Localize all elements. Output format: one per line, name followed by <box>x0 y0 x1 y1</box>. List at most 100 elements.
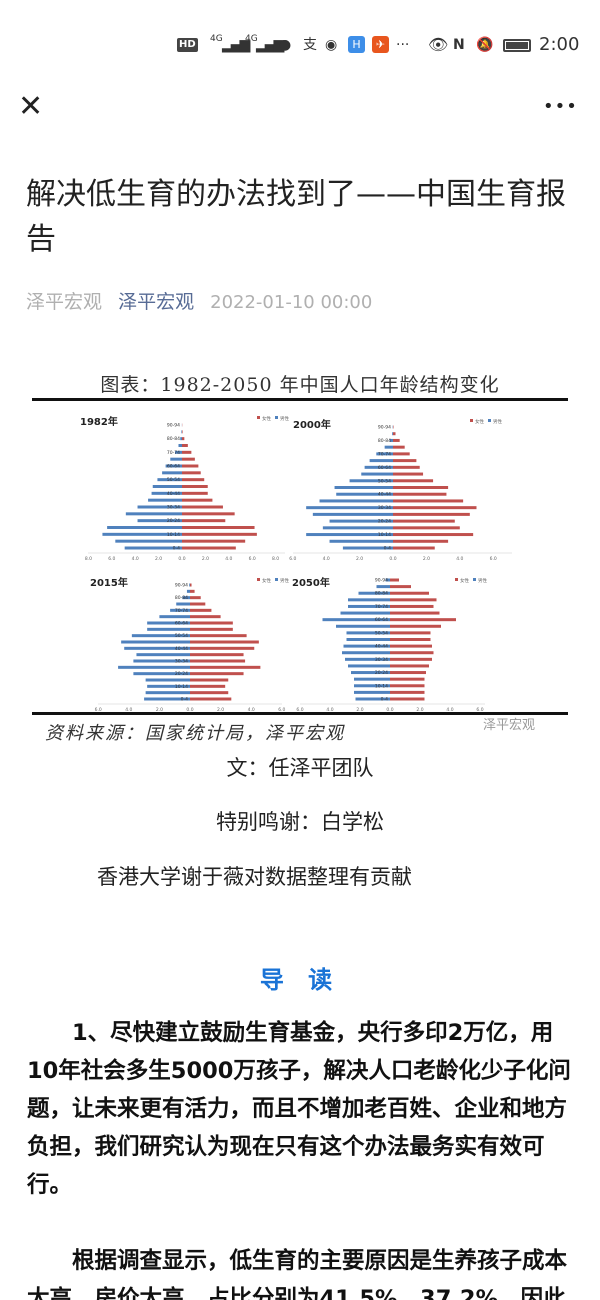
bar-male-35-39 <box>148 498 182 502</box>
bar-male-70-74 <box>170 608 190 612</box>
bar-female-65-69 <box>390 611 440 615</box>
more-notifications-icon: ··· <box>396 37 410 53</box>
close-icon[interactable]: ✕ <box>18 89 44 124</box>
bar-male-80-84 <box>180 437 182 441</box>
bar-female-45-49 <box>190 640 259 644</box>
status-bar: HD 4G ▂▄▆ 4G ▂▄▆ ● 支 ◉ H ✈ ··· 👁 N 🔕 2:0… <box>0 30 600 60</box>
bar-female-0-4 <box>190 697 232 701</box>
bar-female-5-9 <box>190 691 229 695</box>
bar-male-70-74 <box>348 604 390 608</box>
chart-title: 1982年 <box>80 415 118 428</box>
age-label: 50-54 <box>167 477 180 483</box>
legend-male-swatch <box>473 578 476 581</box>
legend-male: 男性 <box>493 418 502 425</box>
bar-male-65-69 <box>170 457 182 461</box>
signal-1-icon: 4G <box>210 34 223 44</box>
legend-female: 女性 <box>262 577 271 584</box>
bar-female-80-84 <box>390 591 429 595</box>
age-label: 60-64 <box>167 464 180 470</box>
bar-female-35-39 <box>182 498 213 502</box>
x-tick-label: 2.0 <box>356 556 363 562</box>
age-label: 90-94 <box>175 583 188 589</box>
author: 泽平宏观 <box>26 291 103 313</box>
figure-source: 资料来源：国家统计局，泽平宏观 <box>45 723 345 744</box>
bar-male-70-74 <box>174 450 182 454</box>
figure-caption: 图表：1982-2050 年中国人口年龄结构变化 <box>100 374 500 396</box>
bar-female-20-24 <box>393 519 455 523</box>
bar-female-55-59 <box>390 624 441 628</box>
bar-female-10-14 <box>390 684 425 688</box>
age-label: 60-64 <box>378 465 391 471</box>
legend-female-swatch <box>455 578 458 581</box>
bar-female-60-64 <box>390 618 456 622</box>
x-tick-label: 2.0 <box>156 707 163 713</box>
bar-female-90-94 <box>393 425 394 429</box>
bar-female-55-59 <box>393 472 424 476</box>
bar-male-75-79 <box>348 598 390 602</box>
bar-female-35-39 <box>390 651 434 655</box>
bar-male-50-54 <box>157 478 182 482</box>
bar-male-25-29 <box>118 665 190 669</box>
bar-male-40-44 <box>336 492 393 496</box>
bar-female-10-14 <box>182 532 257 536</box>
figure-watermark: 泽平宏观 <box>483 718 536 733</box>
bar-female-40-44 <box>390 644 432 648</box>
paragraph-1: 1、尽快建立鼓励生育基金，央行多印2万亿，用10年社会多生5000万孩子，解决人… <box>27 1020 571 1198</box>
browser-icon: ◉ <box>325 37 338 53</box>
age-label: 10-14 <box>175 684 188 690</box>
article-title: 解决低生育的办法找到了——中国生育报告 <box>26 177 566 257</box>
bar-male-70-74 <box>376 452 393 456</box>
age-label: 30-34 <box>378 505 391 511</box>
age-label: 40-44 <box>167 491 180 497</box>
bar-female-80-84 <box>393 438 400 442</box>
bar-male-60-64 <box>165 464 182 468</box>
age-label: 0-4 <box>384 546 391 552</box>
bar-male-25-29 <box>125 512 182 516</box>
bar-male-10-14 <box>147 684 190 688</box>
age-label: 80-84 <box>167 436 180 442</box>
bar-male-35-39 <box>136 653 190 657</box>
bar-male-80-84 <box>182 596 190 600</box>
x-tick-label: 6.0 <box>278 707 285 713</box>
bar-male-85-89 <box>181 430 182 434</box>
bar-male-0-4 <box>342 546 393 550</box>
legend-male-swatch <box>275 416 278 419</box>
bar-male-55-59 <box>162 471 182 475</box>
bar-male-5-9 <box>145 691 190 695</box>
age-label: 80-84 <box>378 438 391 444</box>
publish-date: 2022-01-10 00:00 <box>210 292 373 313</box>
bar-female-25-29 <box>390 664 429 668</box>
credit-data: 香港大学谢于薇对数据整理有贡献 <box>97 865 412 889</box>
bar-female-50-54 <box>182 478 205 482</box>
bar-male-85-89 <box>186 589 190 593</box>
age-label: 10-14 <box>375 683 388 689</box>
bar-male-55-59 <box>147 627 190 631</box>
bar-male-50-54 <box>349 479 393 483</box>
bar-male-20-24 <box>329 519 393 523</box>
bar-female-10-14 <box>190 684 226 688</box>
age-label: 40-44 <box>175 646 188 652</box>
x-tick-label: 6.0 <box>108 556 115 562</box>
bar-female-40-44 <box>190 646 255 650</box>
nfc-icon: N <box>453 37 465 53</box>
bar-male-10-14 <box>306 533 393 537</box>
x-tick-label: 6.0 <box>289 556 296 562</box>
bar-male-0-4 <box>355 697 390 701</box>
figure-top-rule <box>32 398 568 401</box>
age-label: 20-24 <box>375 670 388 676</box>
x-tick-label: 4.0 <box>446 707 453 713</box>
age-label: 0-4 <box>181 697 188 703</box>
more-icon[interactable]: ••• <box>543 96 578 117</box>
bar-female-35-39 <box>190 653 244 657</box>
bar-male-85-89 <box>376 585 390 589</box>
account-link[interactable]: 泽平宏观 <box>118 291 195 313</box>
bar-male-5-9 <box>115 539 182 543</box>
x-tick-label: 4.0 <box>248 707 255 713</box>
chart-title: 2000年 <box>293 418 331 431</box>
app-icon-orange: ✈ <box>372 36 389 53</box>
bar-female-90-94 <box>390 578 399 582</box>
age-label: 10-14 <box>378 532 391 538</box>
bar-female-50-54 <box>190 634 247 638</box>
bar-female-25-29 <box>190 665 261 669</box>
bar-male-65-69 <box>340 611 390 615</box>
